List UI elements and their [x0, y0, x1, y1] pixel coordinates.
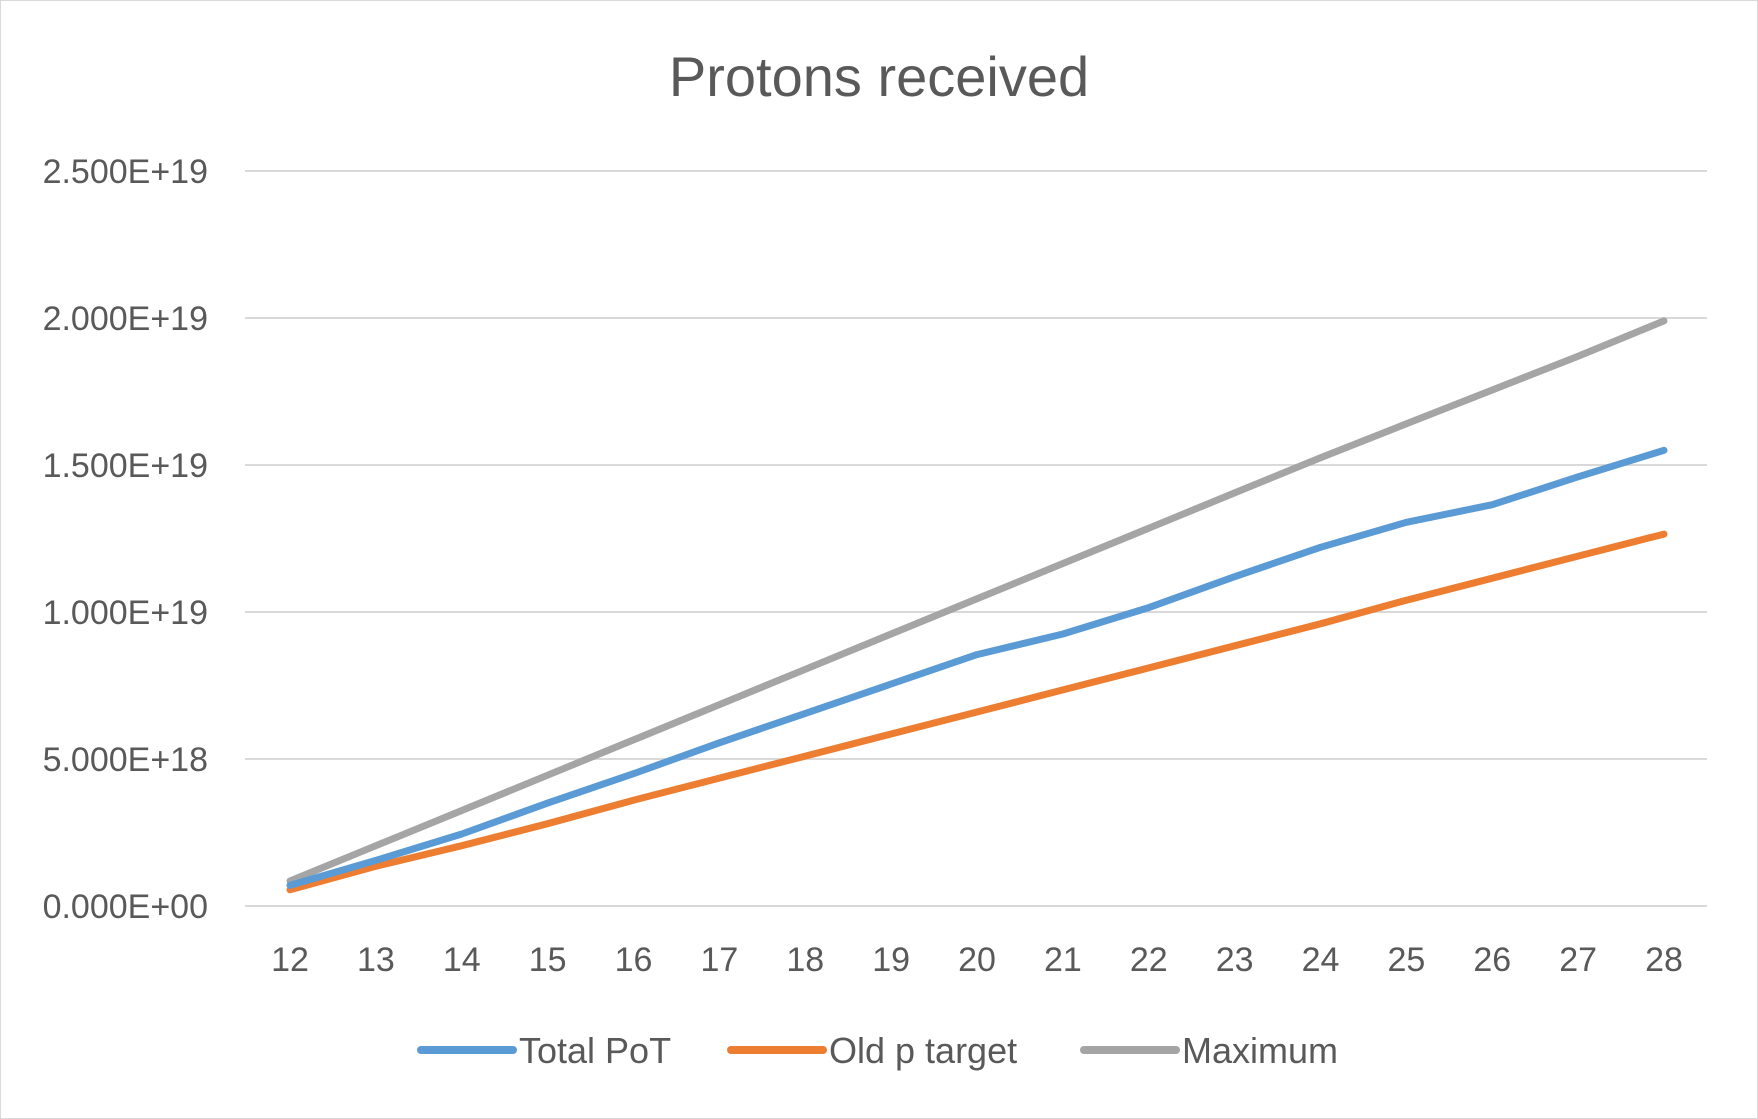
y-tick-label: 2.000E+19 [43, 300, 208, 338]
x-tick-label: 19 [872, 941, 910, 979]
x-tick-label: 25 [1387, 941, 1425, 979]
x-tick-label: 17 [700, 941, 738, 979]
legend: Total PoT Old p target Maximum [417, 1030, 1338, 1071]
x-tick-label: 15 [529, 941, 567, 979]
legend-label-maximum: Maximum [1182, 1030, 1338, 1071]
x-tick-label: 20 [958, 941, 996, 979]
y-tick-label: 1.500E+19 [43, 447, 208, 485]
series-line-maximum [286, 317, 1668, 885]
x-tick-label: 13 [357, 941, 395, 979]
x-tick-label: 26 [1473, 941, 1511, 979]
grid-lines [245, 170, 1707, 907]
x-tick-label: 18 [786, 941, 824, 979]
series-lines [286, 317, 1668, 894]
legend-label-total-pot: Total PoT [519, 1030, 671, 1071]
chart-title: Protons received [669, 45, 1089, 108]
x-tick-label: 16 [615, 941, 653, 979]
series-line-total-pot [286, 446, 1668, 889]
x-tick-label: 14 [443, 941, 481, 979]
x-tick-label: 23 [1216, 941, 1254, 979]
x-tick-label: 22 [1130, 941, 1168, 979]
y-tick-label: 2.500E+19 [43, 153, 208, 191]
x-tick-label: 28 [1645, 941, 1683, 979]
x-axis-tick-labels: 12 13 14 15 16 17 18 19 20 21 22 23 24 25 26 27 28 [271, 941, 1683, 979]
legend-label-old-p-target: Old p target [829, 1030, 1017, 1071]
y-tick-label: 5.000E+18 [43, 741, 208, 779]
x-tick-label: 27 [1559, 941, 1597, 979]
y-tick-label: 0.000E+00 [43, 888, 208, 926]
x-tick-label: 21 [1044, 941, 1082, 979]
x-tick-label: 24 [1302, 941, 1340, 979]
series-line-old-p-target [286, 530, 1668, 894]
y-axis-tick-labels: 0.000E+00 5.000E+18 1.000E+19 1.500E+19 2.00… [43, 153, 208, 926]
x-tick-label: 12 [271, 941, 309, 979]
y-tick-label: 1.000E+19 [43, 594, 208, 632]
